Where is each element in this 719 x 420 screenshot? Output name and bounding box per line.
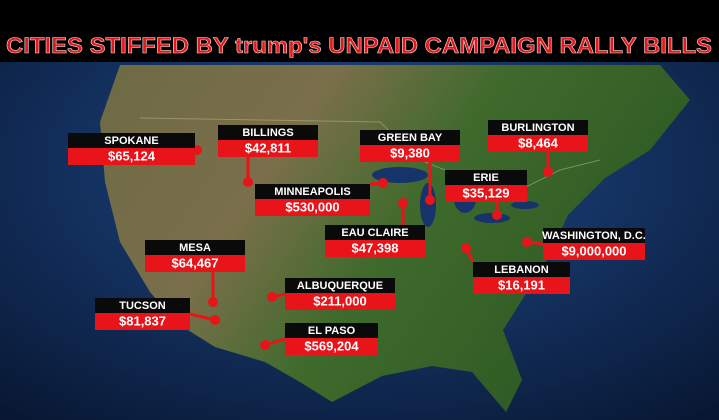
city-name: TUCSON: [119, 300, 166, 312]
city-dot: [425, 195, 435, 205]
city-amount: $530,000: [285, 199, 339, 214]
city-amount: $65,124: [108, 148, 156, 163]
city-label: MINNEAPOLIS$530,000: [255, 178, 388, 216]
city-label: EAU CLAIRE$47,398: [325, 198, 425, 257]
city-name: WASHINGTON, D.C.: [542, 230, 646, 242]
amount-box: [95, 313, 190, 330]
city-label: GREEN BAY$9,380: [360, 130, 460, 205]
city-name: BILLINGS: [242, 127, 293, 139]
city-label: ALBUQUERQUE$211,000: [267, 278, 395, 310]
city-label: BILLINGS$42,811: [218, 125, 318, 187]
city-amount: $8,464: [518, 135, 559, 150]
amount-box: [255, 199, 370, 216]
name-box: [285, 323, 378, 338]
city-amount: $9,000,000: [561, 243, 626, 258]
city-name: EAU CLAIRE: [341, 227, 408, 239]
name-box: [285, 278, 395, 293]
city-label: WASHINGTON, D.C.$9,000,000: [522, 228, 646, 260]
city-name: ERIE: [473, 172, 499, 184]
city-dot: [522, 237, 532, 247]
city-label: EL PASO$569,204: [260, 323, 378, 355]
title: CITIES STIFFED BY trump's UNPAID CAMPAIG…: [6, 33, 712, 58]
city-name: LEBANON: [494, 264, 548, 276]
amount-box: [145, 255, 245, 272]
city-label: MESA$64,467: [145, 240, 245, 307]
title-bar: [0, 0, 719, 62]
city-dot: [461, 243, 471, 253]
amount-box: [285, 338, 378, 355]
name-box: [325, 225, 425, 240]
city-amount: $64,467: [172, 255, 219, 270]
name-box: [68, 133, 195, 148]
amount-box: [68, 148, 195, 165]
name-box: [473, 262, 570, 277]
city-dot: [492, 210, 502, 220]
city-label: TUCSON$81,837: [95, 298, 220, 330]
amount-box: [285, 293, 395, 310]
city-amount: $211,000: [313, 293, 367, 308]
city-name: MESA: [179, 242, 211, 254]
city-name: GREEN BAY: [378, 132, 443, 144]
city-dot: [208, 297, 218, 307]
city-label: SPOKANE$65,124: [68, 133, 202, 165]
city-dot: [543, 167, 553, 177]
name-box: [488, 120, 588, 135]
name-box: [445, 170, 527, 185]
amount-box: [360, 145, 460, 162]
amount-box: [218, 140, 318, 157]
city-label: BURLINGTON$8,464: [488, 120, 588, 177]
city-amount: $569,204: [304, 338, 359, 353]
city-label: LEBANON$16,191: [461, 243, 570, 294]
amount-box: [488, 135, 588, 152]
city-name: SPOKANE: [104, 135, 158, 147]
name-box: [543, 228, 645, 243]
city-name: ALBUQUERQUE: [297, 280, 383, 292]
amount-box: [445, 185, 527, 202]
city-label: ERIE$35,129: [445, 170, 527, 220]
city-amount: $42,811: [245, 140, 291, 155]
city-amount: $47,398: [352, 240, 399, 255]
amount-box: [473, 277, 570, 294]
city-amount: $81,837: [119, 313, 166, 328]
amount-box: [325, 240, 425, 257]
name-box: [145, 240, 245, 255]
city-name: MINNEAPOLIS: [274, 186, 350, 198]
city-amount: $9,380: [390, 145, 430, 160]
name-box: [218, 125, 318, 140]
city-name: BURLINGTON: [501, 122, 574, 134]
city-name: EL PASO: [308, 325, 356, 337]
city-amount: $16,191: [498, 277, 545, 292]
city-dot: [267, 292, 277, 302]
city-amount: $35,129: [463, 185, 510, 200]
name-box: [255, 184, 370, 199]
city-dot: [378, 178, 388, 188]
name-box: [95, 298, 190, 313]
city-dot: [260, 340, 270, 350]
name-box: [360, 130, 460, 145]
amount-box: [543, 243, 645, 260]
city-dot: [243, 177, 253, 187]
city-dot: [398, 198, 408, 208]
city-dot: [210, 315, 220, 325]
